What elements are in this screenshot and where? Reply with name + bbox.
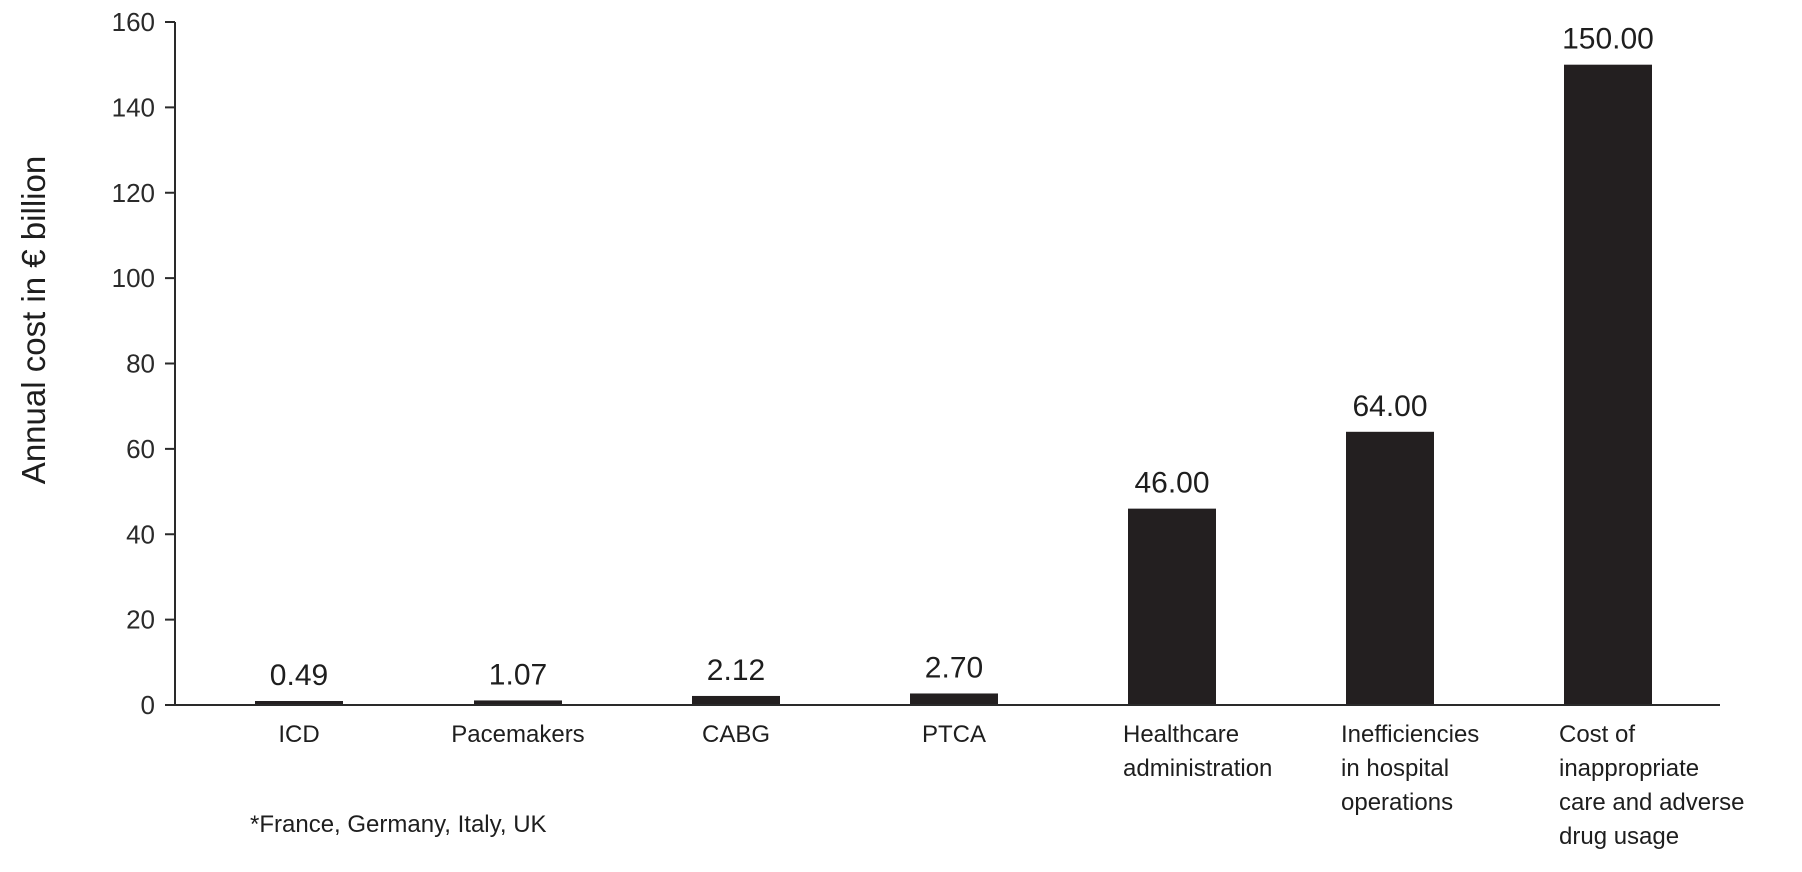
data-label: 0.49 (270, 659, 328, 692)
x-tick-label: in hospital (1341, 755, 1449, 782)
data-label: 64.00 (1352, 390, 1427, 423)
bar (692, 695, 780, 705)
x-tick-label: PTCA (922, 721, 986, 748)
x-tick-label: CABG (702, 721, 770, 748)
data-label: 46.00 (1134, 467, 1209, 500)
data-labels: 0.49 1.07 2.12 2.70 46.00 64.00 150.00 (270, 23, 1654, 692)
x-tick-label: care and adverse (1559, 789, 1744, 816)
x-tick-label: Healthcare (1123, 721, 1239, 748)
y-axis: 0 20 40 60 80 100 120 140 160 (112, 7, 176, 720)
y-tick-label: 40 (126, 519, 155, 549)
x-tick-label: operations (1341, 789, 1453, 816)
x-tick-label: ICD (278, 721, 319, 748)
y-tick-label: 60 (126, 434, 155, 464)
bars (255, 64, 1652, 705)
x-tick-label: administration (1123, 755, 1272, 782)
y-tick-label: 0 (141, 690, 155, 720)
data-label: 2.70 (925, 651, 983, 684)
y-tick-label: 160 (112, 7, 155, 37)
bar (1128, 508, 1216, 705)
data-label: 150.00 (1562, 23, 1654, 56)
x-tick-label: drug usage (1559, 823, 1679, 850)
bar (1564, 64, 1652, 705)
category-labels: ICD Pacemakers CABG PTCA Healthcare administr… (278, 721, 1744, 850)
bar (910, 693, 998, 705)
y-tick-label: 80 (126, 349, 155, 379)
x-tick-label: Inefficiencies (1341, 721, 1479, 748)
y-tick-label: 140 (112, 92, 155, 122)
y-tick-label: 100 (112, 263, 155, 293)
data-label: 1.07 (489, 658, 547, 691)
x-tick-label: Cost of (1559, 721, 1635, 748)
x-tick-label: inappropriate (1559, 755, 1699, 782)
y-tick-label: 20 (126, 605, 155, 635)
x-tick-label: Pacemakers (451, 721, 584, 748)
bar (474, 700, 562, 705)
y-tick-label: 120 (112, 178, 155, 208)
data-label: 2.12 (707, 654, 765, 687)
footnote: *France, Germany, Italy, UK (250, 811, 547, 838)
bar (255, 701, 343, 705)
y-axis-title: Annual cost in € billion (15, 156, 52, 484)
bar (1346, 431, 1434, 705)
